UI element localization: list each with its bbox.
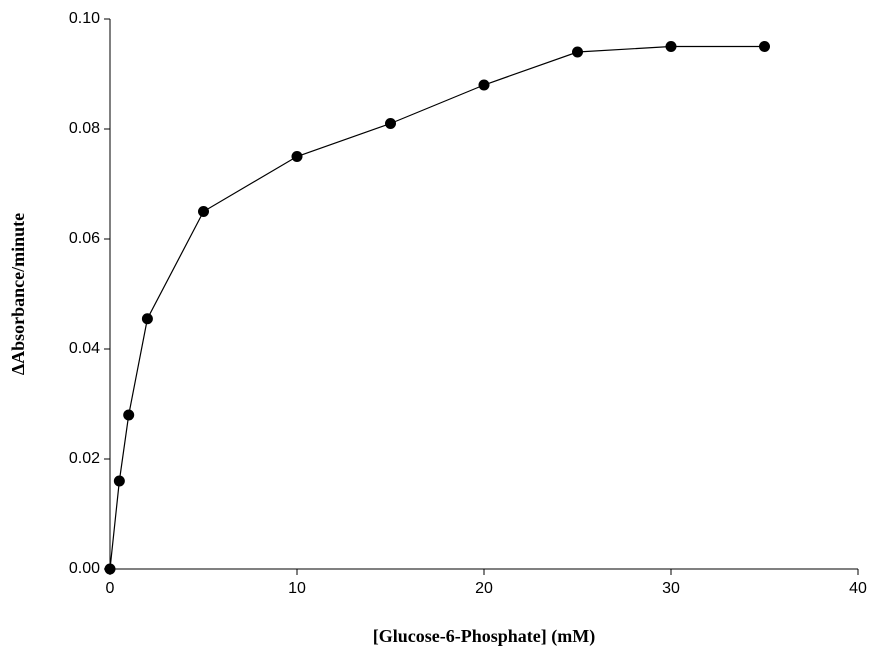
x-tick-label: 20 bbox=[475, 580, 493, 597]
data-line bbox=[109, 45, 765, 570]
y-tick-label: 0.08 bbox=[69, 120, 100, 137]
data-point bbox=[478, 79, 490, 91]
y-tick-label: 0.04 bbox=[69, 340, 100, 357]
data-point bbox=[572, 46, 583, 58]
data-point bbox=[759, 41, 770, 52]
y-tick-label: 0.10 bbox=[69, 10, 100, 27]
x-axis-title: [Glucose-6-Phosphate] (mM) bbox=[373, 626, 595, 647]
data-point bbox=[291, 151, 303, 162]
y-tick-label: 0.02 bbox=[69, 450, 100, 467]
data-point bbox=[141, 313, 153, 325]
x-tick-label: 10 bbox=[288, 580, 306, 597]
data-point bbox=[104, 563, 116, 575]
data-point bbox=[123, 409, 135, 421]
x-tick-label: 0 bbox=[106, 580, 115, 597]
y-tick-label: 0.06 bbox=[69, 230, 100, 247]
data-point bbox=[113, 475, 125, 487]
data-point bbox=[198, 206, 209, 217]
x-tick-label: 30 bbox=[662, 580, 680, 597]
data-point bbox=[665, 41, 677, 52]
x-tick-label: 40 bbox=[849, 580, 867, 597]
data-point bbox=[385, 118, 396, 129]
y-tick-label: 0.00 bbox=[69, 560, 100, 577]
y-axis-title: ΔAbsorbance/minute bbox=[8, 213, 28, 375]
